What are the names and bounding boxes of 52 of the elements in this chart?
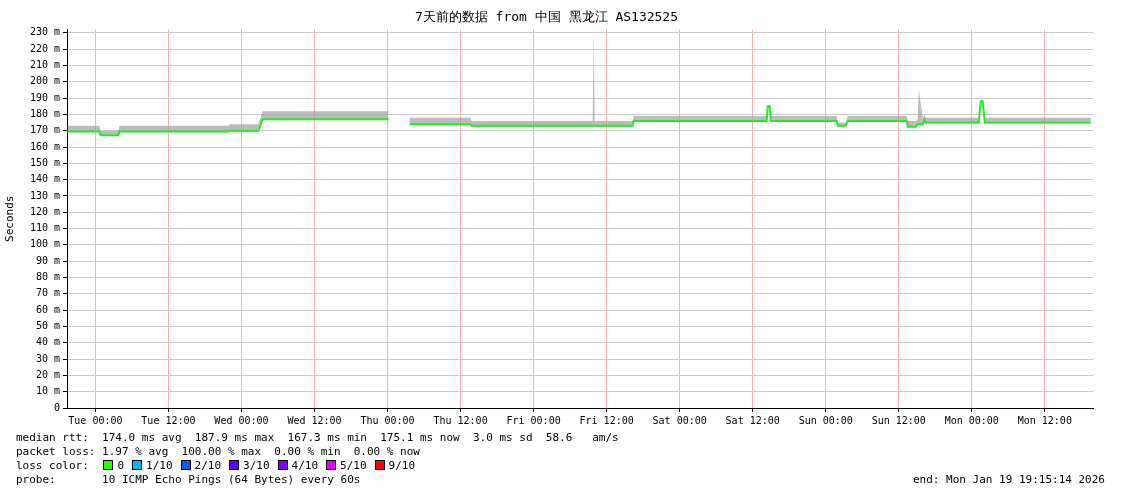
y-tick-label: 10 m	[35, 385, 60, 397]
y-tick-label: 50 m	[35, 320, 60, 332]
y-tick-label: 170 m	[29, 124, 60, 136]
y-tick-label: 210 m	[29, 59, 60, 71]
y-tick-label: 150 m	[29, 156, 60, 168]
y-tick-label: 140 m	[29, 173, 60, 185]
y-tick-label: 20 m	[35, 368, 60, 380]
text: 1/10	[146, 459, 173, 472]
x-tick-label: Sun 00:00	[798, 414, 853, 426]
text: 9/10	[388, 459, 416, 472]
x-tick-label: Mon 00:00	[944, 414, 999, 426]
y-tick-label: 110 m	[29, 222, 60, 234]
text: loss color:	[16, 459, 89, 472]
text: 0	[117, 459, 125, 472]
text: 3/10	[243, 459, 270, 472]
x-tick-label: Wed 00:00	[214, 414, 269, 426]
x-tick-label: Fri 12:00	[579, 414, 634, 426]
x-tick-label: Mon 12:00	[1017, 414, 1072, 426]
text: packet loss: 1.97 % avg 100.00 % max 0.00 % min 0.00 % now	[16, 445, 420, 458]
text: end: Mon Jan 19 19:15:14 2026	[912, 473, 1105, 486]
text: 2/10	[194, 459, 222, 472]
y-tick-label: 90 m	[35, 254, 60, 266]
y-tick-label: 40 m	[35, 336, 60, 348]
y-tick-label: 70 m	[35, 287, 60, 299]
x-tick-label: Tue 12:00	[141, 414, 196, 426]
text: 5/10	[340, 459, 367, 472]
y-tick-label: 160 m	[29, 140, 60, 152]
y-tick-label: 190 m	[29, 91, 60, 103]
y-tick-label: 60 m	[35, 303, 60, 315]
y-tick-label: 220 m	[29, 42, 60, 54]
y-axis-title: Seconds	[3, 195, 17, 242]
x-tick-label: Sat 12:00	[725, 414, 780, 426]
x-tick-label: Fri 00:00	[506, 414, 561, 426]
x-tick-label: Thu 12:00	[433, 414, 488, 426]
chart-title: 7天前的数据 from 中国 黑龙江 AS132525	[414, 9, 679, 25]
text: 4/10	[291, 459, 319, 472]
x-tick-label: Sat 00:00	[652, 414, 707, 426]
y-tick-label: 30 m	[35, 352, 60, 364]
y-tick-label: 80 m	[35, 271, 60, 283]
x-tick-label: Thu 00:00	[360, 414, 415, 426]
x-tick-label: Tue 00:00	[68, 414, 123, 426]
y-tick-label: 180 m	[29, 108, 60, 120]
y-tick-label: 200 m	[29, 75, 60, 87]
text: probe: 10 ICMP Echo Pings (64 Bytes) every 60s	[16, 473, 361, 486]
y-tick-label: 130 m	[29, 189, 60, 201]
x-tick-label: Wed 12:00	[287, 414, 342, 426]
text: median rtt: 174.0 ms avg 187.9 ms max 167.3 ms min 175.1 ms now 3.0 ms sd 58.6 am/s	[16, 431, 619, 444]
x-tick-label: Sun 12:00	[871, 414, 926, 426]
y-tick-label: 100 m	[29, 238, 60, 250]
y-tick-label: 230 m	[29, 26, 60, 38]
y-tick-label: 120 m	[29, 205, 60, 217]
y-tick-label: 0	[53, 401, 60, 413]
